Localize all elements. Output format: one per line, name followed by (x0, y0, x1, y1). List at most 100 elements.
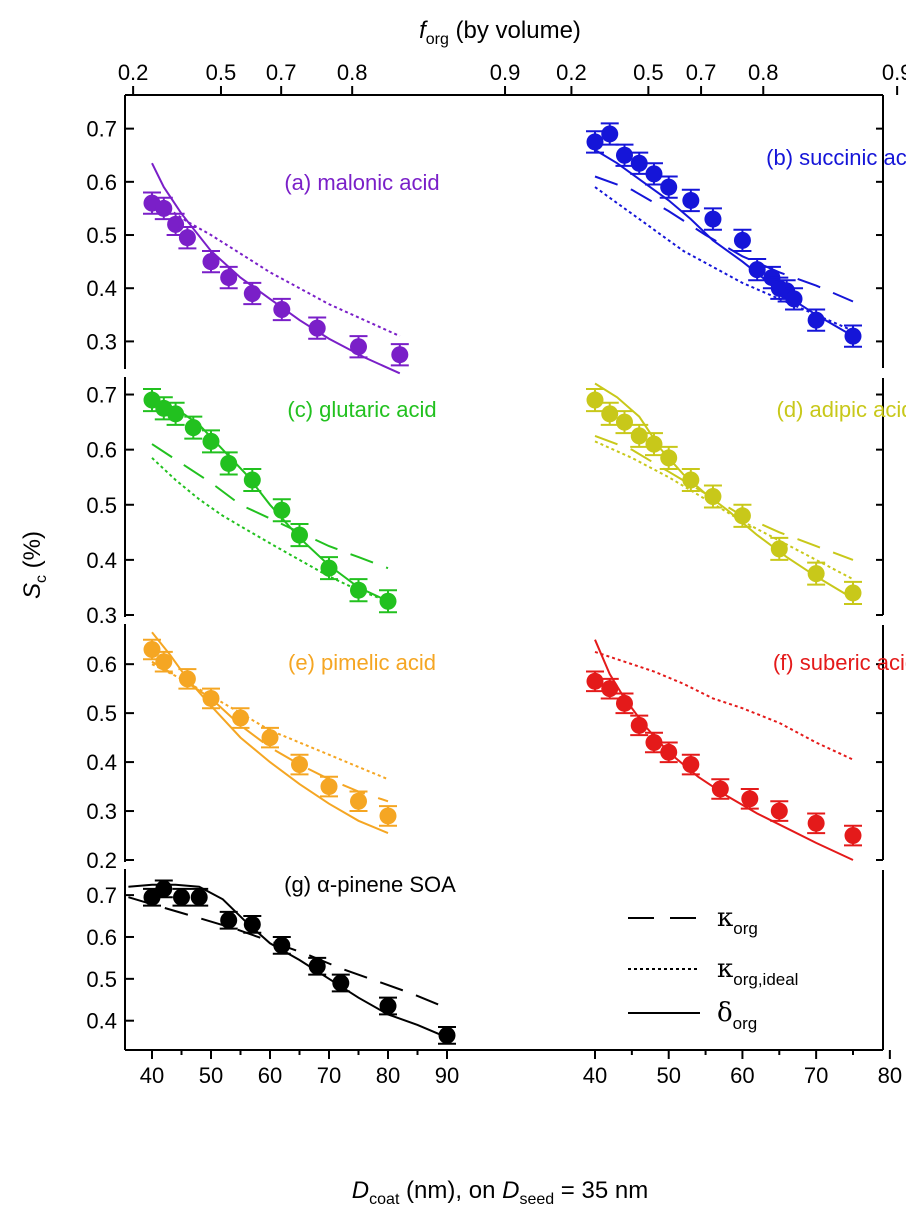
bottom-axis-label: Dcoat (nm), on Dseed = 35 nm (352, 1177, 648, 1208)
y-tick-label-g-3: 0.7 (86, 883, 117, 908)
bottom-axis-label-d2: D (502, 1177, 519, 1204)
series-line-d-dashed (594, 434, 854, 561)
data-point-g-10 (438, 1026, 456, 1044)
data-point-e-3 (202, 689, 220, 707)
data-point-b-1 (601, 125, 619, 143)
y-axis-label-sub: c (33, 575, 50, 583)
data-point-b-0 (586, 133, 604, 151)
data-point-f-7 (711, 780, 729, 798)
top-axis-label: forg (by volume) (419, 17, 581, 48)
axes-frame (124, 94, 883, 1051)
bottom-axis-label-end: = 35 nm (554, 1177, 648, 1204)
data-point-c-0 (143, 391, 161, 409)
y-tick-label-c-4: 0.7 (86, 383, 117, 408)
data-point-a-8 (308, 319, 326, 337)
series-line-b-dashed (594, 175, 854, 303)
data-point-b-4 (645, 165, 663, 183)
data-point-e-8 (350, 792, 367, 810)
x-tick-label-right-1: 50 (656, 1063, 680, 1088)
data-point-f-8 (741, 790, 759, 808)
series-line-f-dotted (594, 650, 854, 761)
legend-item-kappa-org-ideal: κorg,ideal (628, 954, 798, 989)
bottom-axis-label-mid: (nm), on (399, 1177, 502, 1204)
panel-f: (f) suberic acid (586, 639, 906, 861)
panel-title-c: (c) glutaric acid (287, 397, 436, 422)
legend-kappa-symbol: κ (717, 903, 733, 933)
data-point-c-10 (350, 581, 367, 599)
x-tick-label-left-2: 60 (258, 1063, 282, 1088)
data-point-a-5 (220, 269, 238, 287)
x-tick-label-right-4: 80 (878, 1063, 902, 1088)
y-tick-label-e-4: 0.6 (86, 652, 117, 677)
legend-delta-sub: org (733, 1014, 758, 1033)
data-point-g-4 (220, 911, 238, 929)
data-point-g-5 (243, 915, 261, 933)
data-point-d-6 (682, 471, 700, 489)
data-point-a-9 (350, 338, 367, 356)
panel-g: 0.4 0.5 0.6 0.7 (g) α-pinene SOA (86, 864, 456, 1045)
data-point-f-10 (807, 814, 825, 832)
data-point-b-7 (704, 210, 722, 228)
top-tick-label-right-0: 0.2 (556, 60, 587, 85)
bottom-axis-label-sub2: seed (519, 1191, 554, 1208)
data-point-c-8 (291, 526, 308, 544)
y-tick-label-a-3: 0.6 (86, 170, 117, 195)
top-tick-label-left-0: 0.2 (118, 60, 149, 85)
data-point-c-3 (184, 419, 202, 437)
data-point-g-1 (155, 880, 173, 898)
data-point-d-8 (733, 507, 751, 525)
bottom-axis-label-d1: D (352, 1177, 369, 1204)
data-point-f-1 (601, 680, 619, 698)
data-point-c-7 (273, 501, 291, 519)
panel-title-d: (d) adipic acid (777, 397, 906, 422)
data-point-d-9 (770, 540, 788, 558)
data-point-b-15 (844, 327, 862, 345)
top-tick-label-left-1: 0.5 (206, 60, 237, 85)
data-point-b-14 (807, 311, 825, 329)
panel-title-a: (a) malonic acid (284, 170, 439, 195)
y-tick-label-g-1: 0.5 (86, 967, 117, 992)
legend-label-kappa-org: κorg (717, 903, 758, 938)
panel-a: 0.3 0.4 0.5 0.6 0.7 (a) malonic acid (86, 117, 440, 375)
data-point-c-6 (243, 471, 261, 489)
legend-item-kappa-org: κorg (628, 903, 758, 938)
data-point-c-9 (320, 559, 338, 577)
series-line-g-solid (128, 883, 448, 1039)
data-point-e-9 (379, 807, 397, 825)
data-point-g-9 (379, 997, 397, 1015)
data-point-a-2 (167, 215, 185, 233)
data-point-b-13 (785, 290, 803, 308)
panel-c: 0.3 0.4 0.5 0.6 0.7 (c) glutaric acid (86, 372, 437, 628)
panel-title-b: (b) succinic acid (766, 145, 906, 170)
legend-item-delta-org: δorg (628, 998, 757, 1033)
panel-title-f: (f) suberic acid (773, 650, 906, 675)
legend-kappa-ideal-sub: org,ideal (733, 970, 798, 989)
panel-e: 0.2 0.3 0.4 0.5 0.6 (e) pimelic acid (86, 619, 436, 873)
data-point-b-8 (733, 231, 751, 249)
data-point-g-6 (273, 936, 291, 954)
data-point-c-5 (220, 454, 238, 472)
top-tick-label-left-3: 0.8 (337, 60, 368, 85)
panel-title-g: (g) α-pinene SOA (284, 872, 456, 897)
data-point-c-2 (167, 405, 185, 423)
data-point-f-6 (682, 756, 700, 774)
panel-title-e: (e) pimelic acid (288, 650, 436, 675)
series-line-b-dotted (594, 186, 854, 332)
legend-label-delta-org: δorg (717, 998, 757, 1033)
data-point-e-2 (178, 670, 196, 688)
panel-b: (b) succinic acid (586, 122, 906, 348)
y-tick-label-e-2: 0.4 (86, 750, 117, 775)
data-point-e-4 (232, 709, 249, 727)
top-tick-label-right-2: 0.7 (686, 60, 717, 85)
data-point-a-4 (202, 253, 220, 271)
top-tick-label-right-4: 0.9 (882, 60, 906, 85)
data-point-g-8 (332, 974, 350, 992)
data-point-a-6 (243, 285, 261, 303)
data-point-b-9 (748, 261, 766, 279)
legend-delta-symbol: δ (717, 998, 733, 1028)
data-point-f-2 (615, 694, 633, 712)
data-point-b-2 (615, 146, 633, 164)
data-point-a-10 (391, 346, 409, 364)
y-tick-label-g-0: 0.4 (86, 1009, 117, 1034)
